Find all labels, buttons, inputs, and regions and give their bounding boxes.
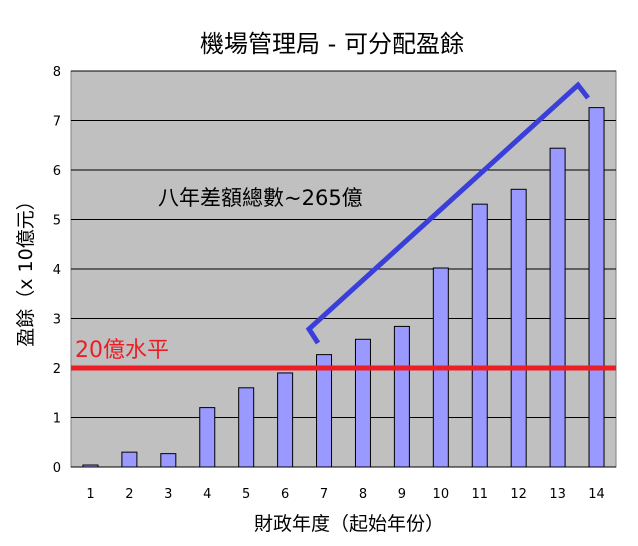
bar (588, 107, 605, 468)
x-tick-label: 7 (320, 487, 328, 502)
y-tick-label: 8 (53, 65, 61, 80)
y-tick-label: 4 (53, 263, 61, 278)
x-tick-label: 11 (471, 487, 488, 502)
x-tick-label: 1 (86, 487, 94, 502)
x-tick-label: 5 (242, 487, 250, 502)
bar (238, 387, 255, 468)
bar (277, 372, 294, 468)
y-tick-label: 2 (53, 362, 61, 377)
bar (471, 203, 488, 468)
y-tick-label: 1 (53, 412, 61, 427)
x-tick-label: 14 (588, 487, 605, 502)
bar (316, 354, 333, 468)
x-tick-label: 12 (510, 487, 527, 502)
y-tick-label: 3 (53, 313, 61, 328)
total-annotation-text: 八年差額總數~265億 (158, 186, 363, 210)
bar (82, 464, 99, 468)
x-tick-labels: 1 2 3 4 5 6 7 8 9 10 11 12 13 14 (86, 487, 604, 502)
x-tick-label: 10 (433, 487, 450, 502)
x-tick-label: 13 (549, 487, 566, 502)
y-tick-label: 6 (53, 164, 61, 179)
y-tick-label: 5 (53, 214, 61, 229)
bar (199, 407, 216, 468)
bracket-annotation (305, 81, 590, 345)
x-axis-label: 財政年度（起始年份） (254, 513, 444, 535)
x-tick-label: 3 (164, 487, 172, 502)
bar (354, 338, 371, 468)
bar (160, 453, 177, 468)
x-tick-label: 8 (359, 487, 367, 502)
y-tick-labels: 0 1 2 3 4 5 6 7 8 (53, 65, 61, 476)
bar (121, 451, 138, 468)
reference-line-label: 20億水平 (75, 338, 169, 363)
chart-title: 機場管理局 - 可分配盈餘 (200, 30, 464, 58)
bar (393, 325, 410, 468)
bar (549, 147, 566, 468)
x-tick-label: 2 (125, 487, 133, 502)
x-tick-label: 9 (398, 487, 406, 502)
x-tick-label: 4 (203, 487, 211, 502)
x-tick-label: 6 (281, 487, 289, 502)
y-tick-label: 7 (53, 115, 61, 130)
bars (82, 107, 605, 468)
y-tick-label: 0 (53, 461, 61, 476)
bar (510, 188, 527, 468)
y-axis-label: 盈餘（x 10億元） (15, 191, 37, 346)
